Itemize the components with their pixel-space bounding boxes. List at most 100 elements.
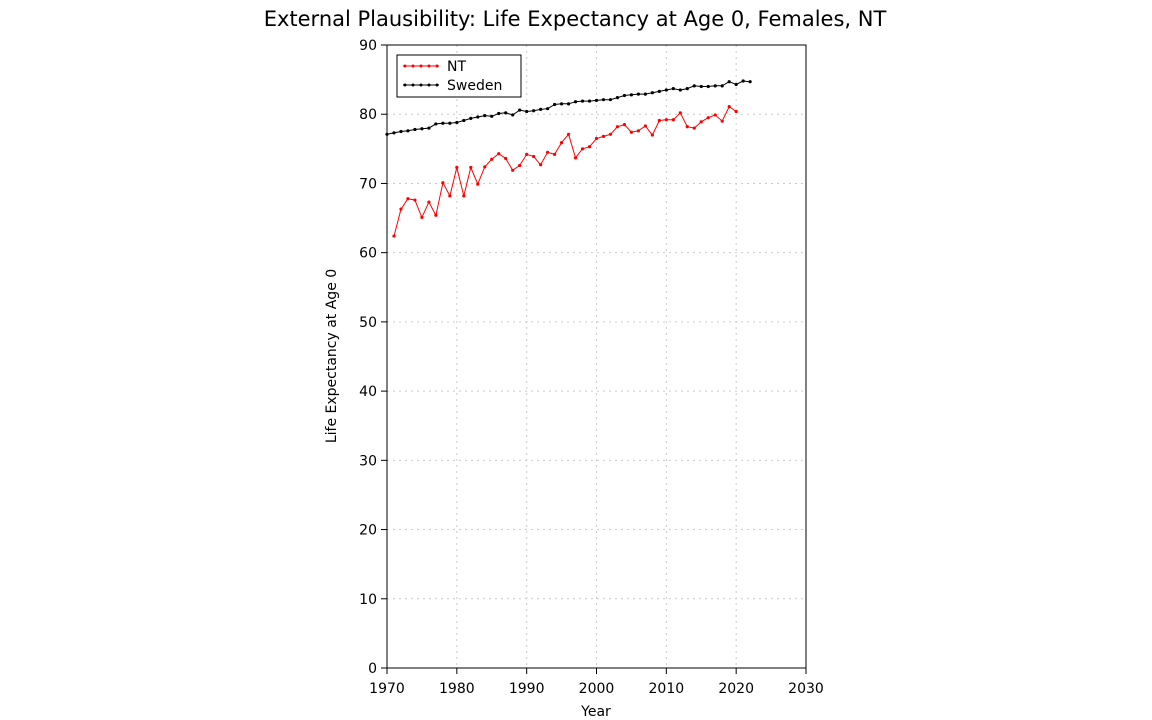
- data-point: [490, 157, 494, 161]
- data-point: [636, 92, 641, 96]
- legend-box: [396, 54, 522, 98]
- data-point: [587, 145, 592, 149]
- data-point: [615, 96, 620, 100]
- data-point: [497, 111, 501, 116]
- data-point: [455, 120, 459, 125]
- data-point: [692, 126, 696, 130]
- data-point: [566, 102, 571, 106]
- data-point: [392, 234, 396, 238]
- data-point: [462, 194, 466, 198]
- legend-label: NT: [447, 59, 466, 75]
- legend-marker: [427, 64, 431, 68]
- data-point: [511, 168, 515, 172]
- legend-marker: [435, 83, 439, 87]
- series-nt: [392, 105, 738, 238]
- data-point: [420, 127, 424, 131]
- x-tick-label: 1980: [439, 681, 475, 697]
- y-tick-label: 20: [359, 523, 377, 539]
- data-point: [518, 163, 522, 168]
- data-point: [497, 152, 501, 156]
- data-point: [657, 89, 661, 93]
- y-tick-label: 80: [359, 107, 377, 123]
- data-point: [720, 84, 724, 88]
- data-point: [594, 98, 599, 102]
- data-point: [462, 118, 466, 123]
- data-point: [692, 84, 696, 88]
- data-point: [615, 125, 620, 129]
- legend: NT Sweden: [396, 54, 522, 98]
- data-point: [504, 111, 508, 115]
- data-point: [713, 113, 717, 117]
- data-point: [420, 215, 424, 219]
- y-axis: 0 10 20 30 40 50 60 70 80 90: [359, 38, 387, 677]
- data-point: [650, 133, 654, 137]
- data-point: [699, 84, 703, 89]
- data-point: [713, 84, 717, 88]
- data-point: [671, 118, 675, 122]
- data-point: [490, 114, 494, 118]
- data-point: [741, 79, 745, 83]
- y-tick-label: 90: [359, 38, 377, 54]
- data-point: [399, 129, 403, 134]
- y-tick-label: 40: [359, 384, 377, 400]
- data-point: [685, 125, 689, 129]
- legend-marker: [427, 83, 431, 87]
- data-point: [434, 122, 438, 126]
- data-point: [650, 91, 654, 95]
- data-point: [406, 197, 410, 201]
- data-point: [406, 129, 410, 133]
- gridlines: [387, 45, 806, 668]
- data-point: [525, 109, 529, 114]
- data-point: [532, 154, 536, 159]
- legend-marker: [411, 83, 415, 87]
- data-point: [469, 165, 473, 170]
- data-point: [385, 132, 389, 136]
- data-point: [532, 109, 536, 113]
- data-point: [643, 92, 647, 96]
- y-tick-label: 70: [359, 176, 377, 192]
- legend-label: Sweden: [447, 78, 502, 94]
- y-tick-label: 60: [359, 246, 377, 262]
- chart-title: External Plausibility: Life Expectancy a…: [264, 7, 887, 31]
- data-point: [748, 80, 752, 84]
- data-point: [706, 116, 710, 120]
- data-point: [399, 207, 403, 211]
- data-point: [657, 118, 661, 123]
- data-point: [573, 100, 578, 104]
- data-point: [622, 123, 627, 127]
- data-point: [664, 88, 668, 92]
- data-point: [511, 113, 515, 117]
- data-point: [699, 120, 703, 124]
- y-tick-label: 50: [359, 315, 377, 331]
- data-point: [734, 82, 738, 87]
- data-point: [608, 132, 613, 136]
- data-point: [525, 152, 529, 156]
- data-point: [678, 88, 682, 92]
- data-point: [455, 165, 459, 170]
- legend-item: NT: [403, 59, 466, 75]
- series-line: [393, 105, 737, 237]
- series-sweden: [385, 79, 752, 136]
- data-point: [587, 99, 592, 103]
- y-axis-label: Life Expectancy at Age 0: [324, 269, 340, 443]
- x-axis-label: Year: [580, 704, 611, 720]
- x-tick-label: 2010: [649, 681, 685, 697]
- x-tick-label: 1990: [509, 681, 545, 697]
- x-tick-label: 2020: [718, 681, 754, 697]
- data-point: [559, 102, 564, 106]
- data-point: [476, 182, 480, 186]
- data-point: [441, 181, 445, 185]
- data-point: [580, 147, 585, 151]
- data-point: [434, 213, 438, 217]
- data-point: [573, 156, 578, 160]
- data-point: [427, 200, 431, 204]
- data-point: [643, 124, 647, 128]
- series-layer: [385, 79, 752, 238]
- x-tick-label: 2030: [788, 681, 824, 697]
- data-point: [504, 156, 508, 161]
- data-point: [734, 109, 738, 114]
- data-point: [441, 121, 445, 125]
- data-point: [448, 121, 452, 125]
- legend-marker: [403, 83, 407, 87]
